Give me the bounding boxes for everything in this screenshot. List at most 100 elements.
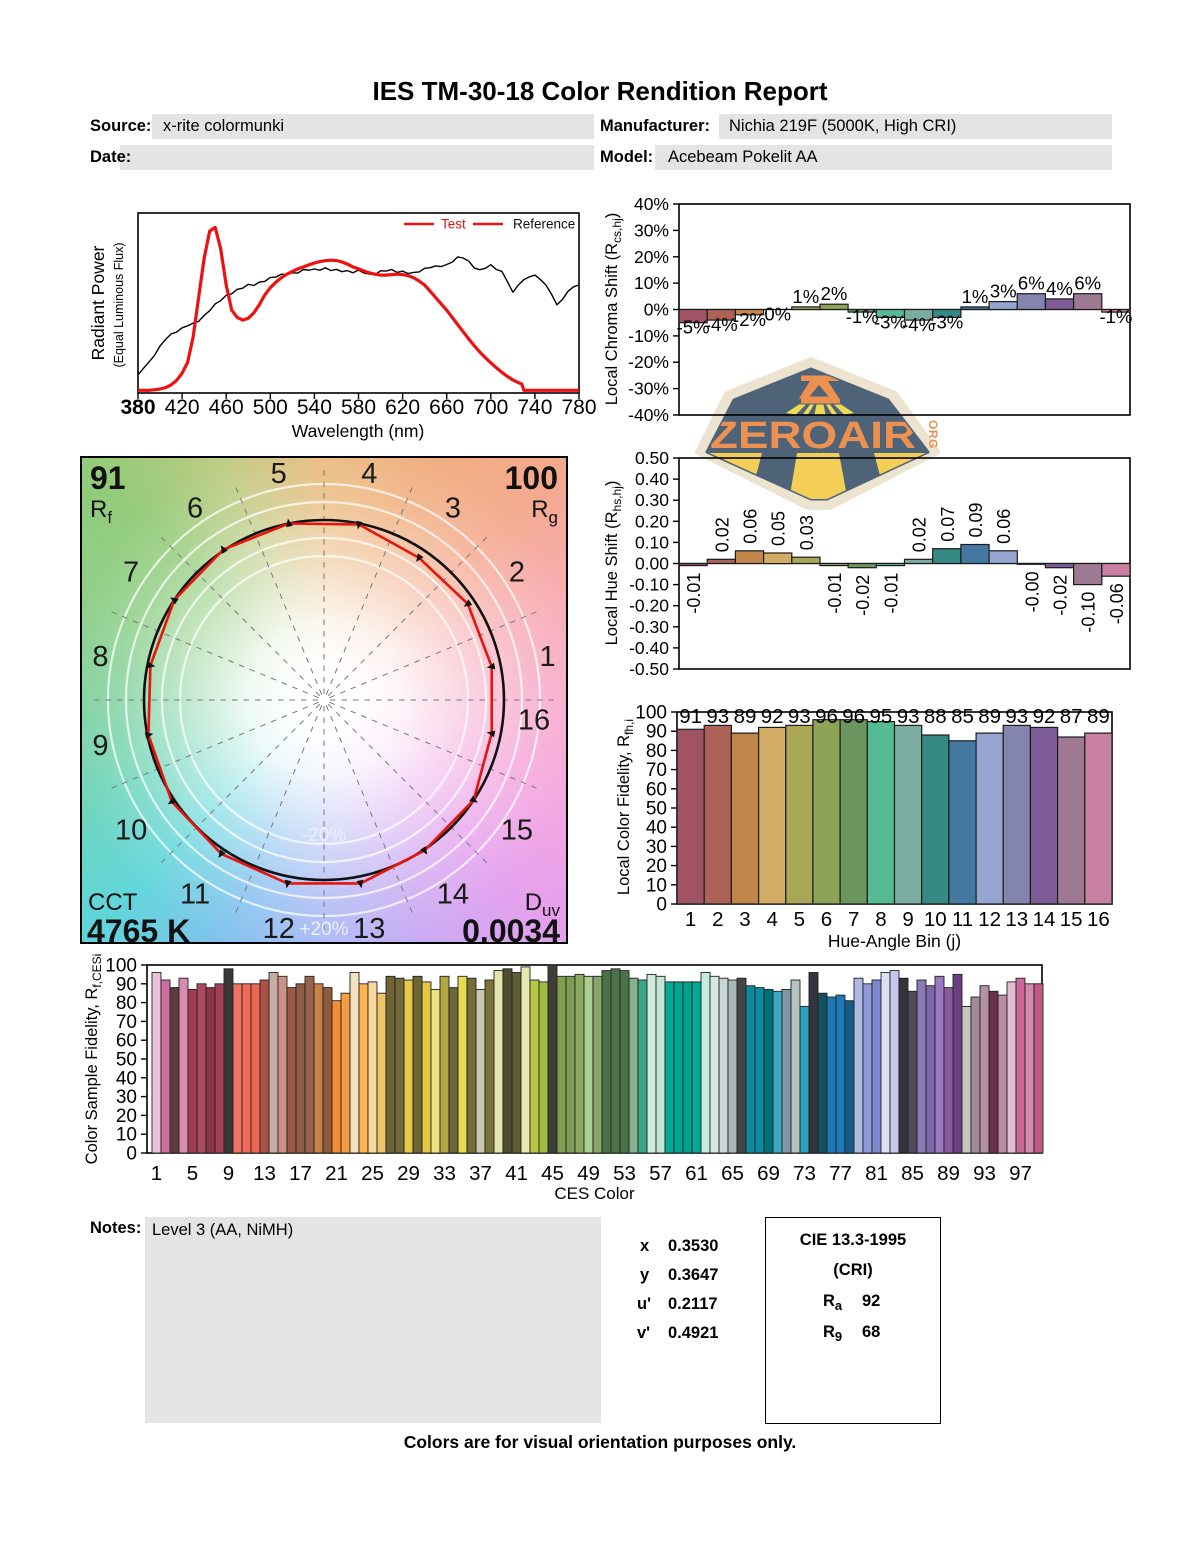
svg-text:70: 70 (116, 1012, 137, 1033)
svg-text:660: 660 (429, 396, 464, 419)
svg-text:Color Sample Fidelity, Rf,CESi: Color Sample Fidelity, Rf,CESi (83, 954, 104, 1165)
svg-text:Test: Test (441, 217, 466, 232)
svg-text:30%: 30% (634, 220, 669, 240)
svg-text:45: 45 (541, 1162, 564, 1185)
svg-text:0: 0 (126, 1144, 137, 1165)
svg-text:4: 4 (766, 908, 777, 931)
svg-text:40: 40 (646, 818, 667, 839)
svg-text:9: 9 (902, 908, 913, 931)
svg-text:780: 780 (561, 396, 596, 419)
svg-text:-0.10: -0.10 (1079, 592, 1099, 633)
svg-text:Rf: Rf (90, 496, 112, 527)
svg-text:-3%: -3% (930, 311, 963, 332)
svg-text:580: 580 (341, 396, 376, 419)
svg-text:8: 8 (875, 908, 886, 931)
svg-text:100: 100 (505, 460, 558, 496)
svg-text:10: 10 (646, 875, 667, 896)
svg-text:93: 93 (973, 1162, 996, 1185)
svg-text:500: 500 (253, 396, 288, 419)
svg-text:-0.10: -0.10 (629, 575, 669, 595)
svg-text:-1%: -1% (846, 306, 879, 327)
svg-text:-5%: -5% (677, 317, 710, 338)
svg-text:12: 12 (263, 913, 295, 942)
svg-text:-2%: -2% (733, 309, 766, 330)
svg-text:91: 91 (90, 460, 126, 496)
svg-text:97: 97 (1009, 1162, 1032, 1185)
svg-text:13: 13 (1005, 908, 1028, 931)
svg-text:Radiant Power: Radiant Power (88, 245, 108, 360)
svg-text:92: 92 (1033, 705, 1056, 728)
svg-text:11: 11 (952, 908, 973, 931)
svg-text:0.40: 0.40 (635, 469, 669, 489)
svg-text:-10%: -10% (628, 326, 669, 346)
svg-text:92: 92 (761, 705, 784, 728)
svg-text:69: 69 (757, 1162, 780, 1185)
svg-text:80: 80 (646, 741, 667, 762)
svg-text:77: 77 (829, 1162, 852, 1185)
svg-text:0.00: 0.00 (635, 554, 669, 574)
svg-text:-20%: -20% (628, 352, 669, 372)
svg-text:70: 70 (646, 760, 667, 781)
svg-text:ZEROAIR: ZEROAIR (710, 415, 916, 457)
svg-text:-0.00: -0.00 (1022, 571, 1042, 612)
svg-text:89: 89 (734, 705, 757, 728)
svg-text:89: 89 (978, 705, 1001, 728)
svg-text:10%: 10% (634, 273, 669, 293)
svg-text:(Equal Luminous Flux): (Equal Luminous Flux) (112, 242, 126, 367)
svg-text:14: 14 (1033, 908, 1056, 931)
svg-text:Hue-Angle Bin (j): Hue-Angle Bin (j) (828, 931, 961, 951)
svg-text:620: 620 (385, 396, 420, 419)
svg-text:30: 30 (116, 1087, 137, 1108)
svg-text:12: 12 (978, 908, 1001, 931)
svg-text:7: 7 (123, 557, 139, 589)
svg-text:2: 2 (509, 557, 525, 589)
svg-text:Reference: Reference (513, 217, 575, 232)
svg-text:0.02: 0.02 (712, 517, 732, 552)
svg-text:-30%: -30% (628, 379, 669, 399)
svg-text:61: 61 (685, 1162, 708, 1185)
svg-text:10: 10 (924, 908, 947, 931)
svg-text:0.20: 0.20 (635, 511, 669, 531)
svg-text:0.0034: 0.0034 (462, 913, 560, 942)
svg-text:3%: 3% (990, 281, 1017, 302)
svg-text:3: 3 (739, 908, 750, 931)
svg-text:5: 5 (271, 458, 287, 490)
svg-text:CCT: CCT (88, 889, 138, 916)
svg-text:-0.40: -0.40 (629, 638, 669, 658)
svg-text:700: 700 (473, 396, 508, 419)
svg-text:740: 740 (517, 396, 552, 419)
svg-text:81: 81 (865, 1162, 888, 1185)
svg-text:420: 420 (165, 396, 200, 419)
svg-text:-0.01: -0.01 (825, 573, 845, 614)
svg-text:25: 25 (361, 1162, 384, 1185)
svg-text:96: 96 (815, 705, 838, 728)
svg-text:0.30: 0.30 (635, 490, 669, 510)
svg-text:-40%: -40% (628, 405, 669, 425)
svg-text:5: 5 (187, 1162, 198, 1185)
svg-text:0: 0 (656, 895, 667, 916)
svg-text:14: 14 (437, 878, 469, 910)
svg-text:-4%: -4% (705, 314, 738, 335)
svg-text:73: 73 (793, 1162, 816, 1185)
svg-text:95: 95 (869, 705, 892, 728)
svg-text:16: 16 (1087, 908, 1110, 931)
svg-text:60: 60 (646, 779, 667, 800)
svg-text:13: 13 (353, 913, 385, 942)
svg-text:-0.06: -0.06 (1107, 583, 1127, 624)
svg-text:-0.02: -0.02 (853, 575, 873, 616)
svg-text:33: 33 (433, 1162, 456, 1185)
svg-text:4%: 4% (1046, 278, 1073, 299)
svg-text:41: 41 (505, 1162, 528, 1185)
svg-text:9: 9 (92, 730, 108, 762)
svg-text:CES Color: CES Color (554, 1184, 635, 1203)
svg-text:-0.01: -0.01 (684, 573, 704, 614)
svg-text:-20%: -20% (302, 825, 346, 846)
svg-text:0%: 0% (764, 304, 791, 325)
svg-text:85: 85 (951, 705, 974, 728)
svg-text:Local Hue Shift (Rhs,hj): Local Hue Shift (Rhs,hj) (603, 481, 624, 646)
svg-text:90: 90 (116, 974, 137, 995)
svg-text:0.05: 0.05 (769, 511, 789, 546)
svg-text:20%: 20% (634, 247, 669, 267)
svg-text:16: 16 (518, 704, 550, 736)
svg-text:10: 10 (115, 814, 147, 846)
